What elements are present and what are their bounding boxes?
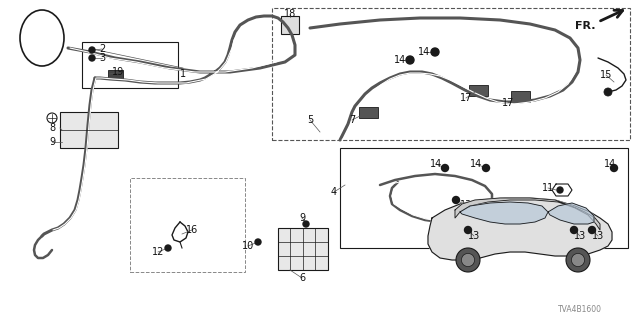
- Bar: [60, 112, 118, 148]
- Circle shape: [452, 196, 460, 204]
- Bar: [278, 228, 328, 270]
- Bar: [340, 148, 628, 248]
- Polygon shape: [428, 198, 612, 260]
- Circle shape: [456, 248, 480, 272]
- Text: 8: 8: [49, 123, 55, 133]
- FancyBboxPatch shape: [358, 107, 378, 117]
- Circle shape: [89, 55, 95, 61]
- Text: 15: 15: [600, 70, 612, 80]
- Text: 3: 3: [99, 53, 105, 63]
- Text: 14: 14: [394, 55, 406, 65]
- Bar: [272, 8, 630, 140]
- Circle shape: [255, 239, 261, 245]
- Text: 18: 18: [284, 9, 296, 19]
- Circle shape: [461, 253, 475, 267]
- Circle shape: [570, 227, 577, 234]
- Text: 14: 14: [470, 159, 482, 169]
- Circle shape: [557, 187, 563, 193]
- Text: 13: 13: [460, 200, 472, 210]
- Text: 2: 2: [99, 44, 105, 54]
- Circle shape: [406, 56, 414, 64]
- Circle shape: [566, 248, 590, 272]
- Text: 6: 6: [299, 273, 305, 283]
- Text: 17: 17: [460, 93, 472, 103]
- Polygon shape: [455, 198, 600, 230]
- Circle shape: [604, 88, 612, 96]
- Circle shape: [589, 227, 595, 234]
- Text: TVA4B1600: TVA4B1600: [558, 306, 602, 315]
- Circle shape: [431, 48, 439, 56]
- Circle shape: [89, 47, 95, 53]
- Text: 14: 14: [418, 47, 430, 57]
- FancyBboxPatch shape: [281, 16, 299, 34]
- Text: 9: 9: [299, 213, 305, 223]
- Text: 13: 13: [574, 231, 586, 241]
- Text: 16: 16: [186, 225, 198, 235]
- Circle shape: [442, 164, 449, 172]
- Circle shape: [611, 164, 618, 172]
- Text: 14: 14: [430, 159, 442, 169]
- Text: 17: 17: [502, 98, 514, 108]
- Text: 10: 10: [242, 241, 254, 251]
- Polygon shape: [548, 203, 594, 224]
- Text: 5: 5: [307, 115, 313, 125]
- Text: 4: 4: [331, 187, 337, 197]
- FancyBboxPatch shape: [108, 69, 122, 78]
- Circle shape: [465, 227, 472, 234]
- Text: FR.: FR.: [575, 21, 596, 31]
- Text: 7: 7: [349, 115, 355, 125]
- FancyBboxPatch shape: [468, 84, 488, 95]
- Text: 9: 9: [49, 137, 55, 147]
- Bar: [82, 42, 178, 88]
- Text: 11: 11: [542, 183, 554, 193]
- Text: 14: 14: [604, 159, 616, 169]
- Circle shape: [303, 221, 309, 227]
- Text: 12: 12: [152, 247, 164, 257]
- Text: 19: 19: [112, 67, 124, 77]
- FancyBboxPatch shape: [511, 91, 529, 101]
- Polygon shape: [460, 202, 548, 224]
- Circle shape: [165, 245, 171, 251]
- Text: 13: 13: [592, 231, 604, 241]
- Circle shape: [483, 164, 490, 172]
- Circle shape: [572, 253, 584, 267]
- Text: 1: 1: [180, 69, 186, 79]
- Text: 13: 13: [468, 231, 480, 241]
- Bar: [130, 178, 245, 272]
